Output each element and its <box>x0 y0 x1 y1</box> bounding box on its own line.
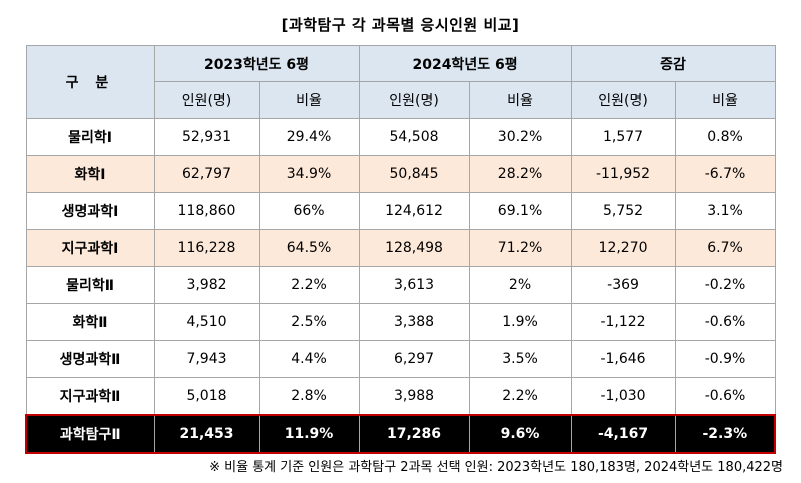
people-change-cell: 5,752 <box>570 192 676 230</box>
people-change-cell: 1,577 <box>570 118 676 156</box>
header-category: 구 분 <box>25 45 155 119</box>
people-2023-cell: 3,982 <box>153 266 260 304</box>
people-2024-cell: 6,297 <box>358 340 470 378</box>
ratio-2023-cell: 34.9% <box>258 155 360 193</box>
ratio-change-cell: -0.9% <box>674 340 776 378</box>
ratio-change-cell: -6.7% <box>674 155 776 193</box>
ratio-2023-cell: 2.8% <box>258 377 360 416</box>
people-2024-cell: 54,508 <box>358 118 470 156</box>
subject-cell: 화학Ⅱ <box>25 303 155 341</box>
people-2024-cell: 3,613 <box>358 266 470 304</box>
ratio-2023-cell: 2.2% <box>258 266 360 304</box>
ratio-2024-cell: 2.2% <box>468 377 572 416</box>
ratio-2024-cell: 1.9% <box>468 303 572 341</box>
ratio-2024-cell: 28.2% <box>468 155 572 193</box>
ratio-2023-cell: 4.4% <box>258 340 360 378</box>
people-2024-cell: 50,845 <box>358 155 470 193</box>
people-2023-cell: 5,018 <box>153 377 260 416</box>
table-row: 물리학Ⅰ 52,931 29.4% 54,508 30.2% 1,577 0.8… <box>25 118 776 156</box>
header-people-2024: 인원(명) <box>358 81 470 119</box>
header-people-change: 인원(명) <box>570 81 676 119</box>
ratio-2024-cell: 2% <box>468 266 572 304</box>
people-2024-cell: 3,388 <box>358 303 470 341</box>
people-2023-cell: 7,943 <box>153 340 260 378</box>
subject-cell: 지구과학Ⅰ <box>25 229 155 267</box>
subject-cell: 물리학Ⅰ <box>25 118 155 156</box>
people-2023-cell: 4,510 <box>153 303 260 341</box>
ratio-change-cell: 6.7% <box>674 229 776 267</box>
total-ratio-2024-cell: 9.6% <box>468 414 572 454</box>
table-row: 화학Ⅱ 4,510 2.5% 3,388 1.9% -1,122 -0.6% <box>25 303 776 341</box>
ratio-2023-cell: 29.4% <box>258 118 360 156</box>
total-row: 과학탐구Ⅱ 21,453 11.9% 17,286 9.6% -4,167 -2… <box>25 414 777 454</box>
table-row: 지구과학Ⅰ 116,228 64.5% 128,498 71.2% 12,270… <box>25 229 776 267</box>
ratio-2024-cell: 3.5% <box>468 340 572 378</box>
table-row: 화학Ⅰ 62,797 34.9% 50,845 28.2% -11,952 -6… <box>25 155 776 193</box>
subject-comparison-table: 구 분 2023학년도 6평 2024학년도 6평 증감 인원(명) 비율 인원… <box>25 45 777 454</box>
header-ratio-2023: 비율 <box>258 81 360 119</box>
people-2023-cell: 116,228 <box>153 229 260 267</box>
people-change-cell: -11,952 <box>570 155 676 193</box>
header-people-2023: 인원(명) <box>153 81 260 119</box>
total-subject-cell: 과학탐구Ⅱ <box>25 414 155 454</box>
ratio-2024-cell: 30.2% <box>468 118 572 156</box>
header-ratio-2024: 비율 <box>468 81 572 119</box>
subject-cell: 생명과학Ⅰ <box>25 192 155 230</box>
people-change-cell: -1,122 <box>570 303 676 341</box>
header-ratio-change: 비율 <box>674 81 776 119</box>
page-title: [과학탐구 각 과목별 응시인원 비교] <box>281 16 520 34</box>
people-2023-cell: 52,931 <box>153 118 260 156</box>
ratio-2023-cell: 2.5% <box>258 303 360 341</box>
table-row: 생명과학Ⅱ 7,943 4.4% 6,297 3.5% -1,646 -0.9% <box>25 340 776 378</box>
ratio-2023-cell: 66% <box>258 192 360 230</box>
subject-cell: 생명과학Ⅱ <box>25 340 155 378</box>
subject-cell: 물리학Ⅱ <box>25 266 155 304</box>
total-people-2024-cell: 17,286 <box>358 414 470 454</box>
ratio-2023-cell: 64.5% <box>258 229 360 267</box>
people-2024-cell: 3,988 <box>358 377 470 416</box>
people-change-cell: -1,030 <box>570 377 676 416</box>
ratio-change-cell: 3.1% <box>674 192 776 230</box>
table-row: 물리학Ⅱ 3,982 2.2% 3,613 2% -369 -0.2% <box>25 266 776 304</box>
ratio-change-cell: -0.6% <box>674 303 776 341</box>
people-change-cell: 12,270 <box>570 229 676 267</box>
people-change-cell: -1,646 <box>570 340 676 378</box>
people-change-cell: -369 <box>570 266 676 304</box>
header-2023: 2023학년도 6평 <box>153 45 360 82</box>
total-people-change-cell: -4,167 <box>570 414 676 454</box>
ratio-change-cell: -0.6% <box>674 377 776 416</box>
people-2023-cell: 62,797 <box>153 155 260 193</box>
table-row: 지구과학Ⅱ 5,018 2.8% 3,988 2.2% -1,030 -0.6% <box>25 377 776 416</box>
ratio-2024-cell: 71.2% <box>468 229 572 267</box>
people-2024-cell: 128,498 <box>358 229 470 267</box>
total-people-2023-cell: 21,453 <box>153 414 260 454</box>
total-ratio-change-cell: -2.3% <box>674 414 777 454</box>
footnote: ※ 비율 통계 기준 인원은 과학탐구 2과목 선택 인원: 2023학년도 1… <box>209 460 783 475</box>
header-2024: 2024학년도 6평 <box>358 45 572 82</box>
ratio-change-cell: -0.2% <box>674 266 776 304</box>
ratio-change-cell: 0.8% <box>674 118 776 156</box>
subject-cell: 화학Ⅰ <box>25 155 155 193</box>
subject-cell: 지구과학Ⅱ <box>25 377 155 416</box>
people-2023-cell: 118,860 <box>153 192 260 230</box>
header-change: 증감 <box>570 45 776 82</box>
people-2024-cell: 124,612 <box>358 192 470 230</box>
total-ratio-2023-cell: 11.9% <box>258 414 360 454</box>
table-row: 생명과학Ⅰ 118,860 66% 124,612 69.1% 5,752 3.… <box>25 192 776 230</box>
ratio-2024-cell: 69.1% <box>468 192 572 230</box>
